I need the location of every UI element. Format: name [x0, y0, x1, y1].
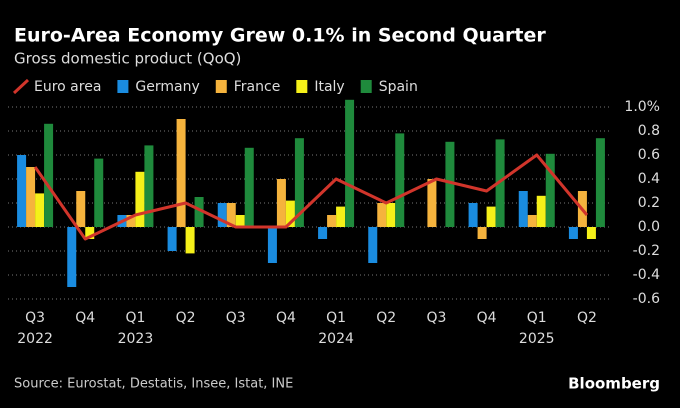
bar: [595, 138, 605, 227]
x-tick-label: Q2: [376, 310, 396, 326]
chart-title: Euro-Area Economy Grew 0.1% in Second Qu…: [14, 25, 546, 47]
bar: [368, 227, 378, 263]
legend-swatch: [12, 78, 30, 95]
bar: [327, 215, 337, 227]
bar: [294, 138, 304, 227]
x-year-label: 2023: [118, 331, 154, 347]
bar: [226, 203, 236, 227]
legend-label: Italy: [314, 79, 344, 95]
legend-swatch: [117, 80, 129, 93]
bar: [486, 206, 496, 227]
bar: [244, 147, 254, 227]
bar: [35, 193, 45, 227]
legend-label: Germany: [135, 79, 199, 95]
bar: [235, 215, 245, 227]
y-tick-label: 0.0: [638, 219, 660, 235]
bar: [495, 139, 505, 227]
bar: [568, 227, 578, 239]
bar: [267, 227, 277, 263]
bar: [17, 155, 27, 227]
bar: [26, 167, 36, 227]
x-tick-label: Q2: [176, 310, 196, 326]
chart-subtitle: Gross domestic product (QoQ): [14, 50, 241, 68]
x-year-label: 2024: [318, 331, 354, 347]
brand: Bloomberg: [568, 375, 660, 393]
legend-swatch: [215, 80, 227, 93]
bar: [586, 227, 596, 239]
bar: [144, 145, 154, 227]
bar: [285, 200, 295, 227]
bar: [276, 179, 286, 227]
x-tick-label: Q1: [125, 310, 145, 326]
y-tick-label: 0.8: [638, 123, 660, 139]
y-tick-label: 0.4: [638, 171, 660, 187]
bar: [545, 153, 555, 227]
bar: [518, 191, 528, 227]
bar: [536, 195, 546, 227]
bar: [318, 227, 328, 239]
source: Source: Eurostat, Destatis, Insee, Istat…: [14, 377, 293, 392]
bar: [176, 119, 186, 227]
bar: [377, 203, 387, 227]
legend-label: Spain: [379, 79, 418, 95]
bar: [185, 227, 195, 254]
y-tick-label: -0.2: [633, 243, 660, 259]
bar: [345, 99, 355, 227]
bar: [126, 215, 136, 227]
bar: [135, 171, 145, 227]
x-tick-label: Q1: [527, 310, 547, 326]
legend-label: France: [234, 79, 281, 95]
x-tick-label: Q1: [326, 310, 346, 326]
x-tick-label: Q4: [75, 310, 95, 326]
bar: [427, 179, 437, 227]
bar: [386, 203, 396, 227]
x-year-label: 2025: [519, 331, 555, 347]
y-tick-label: 0.6: [638, 147, 660, 163]
x-tick-label: Q4: [477, 310, 497, 326]
legend-label: Euro area: [34, 79, 101, 95]
bar: [527, 215, 537, 227]
bar: [217, 203, 227, 227]
bar: [85, 227, 95, 239]
bar: [445, 141, 455, 227]
bar: [44, 123, 54, 227]
line-series: [33, 153, 589, 241]
y-tick-label: 1.0%: [624, 99, 660, 115]
y-tick-label: -0.4: [633, 267, 660, 283]
bar: [94, 158, 104, 227]
bar: [477, 227, 487, 239]
bar: [468, 203, 478, 227]
bar: [194, 197, 204, 227]
x-year-label: 2022: [17, 331, 53, 347]
x-tick-label: Q3: [426, 310, 446, 326]
bar: [167, 227, 177, 251]
x-tick-label: Q4: [276, 310, 296, 326]
x-tick-label: Q3: [25, 310, 45, 326]
x-tick-label: Q2: [577, 310, 597, 326]
bar: [395, 133, 405, 227]
y-tick-label: -0.6: [633, 291, 660, 307]
bar: [76, 191, 86, 227]
legend-swatch: [360, 80, 372, 93]
x-tick-label: Q3: [226, 310, 246, 326]
bar: [336, 206, 346, 227]
bar: [67, 227, 77, 287]
legend-swatch: [296, 80, 308, 93]
y-tick-label: 0.2: [638, 195, 660, 211]
